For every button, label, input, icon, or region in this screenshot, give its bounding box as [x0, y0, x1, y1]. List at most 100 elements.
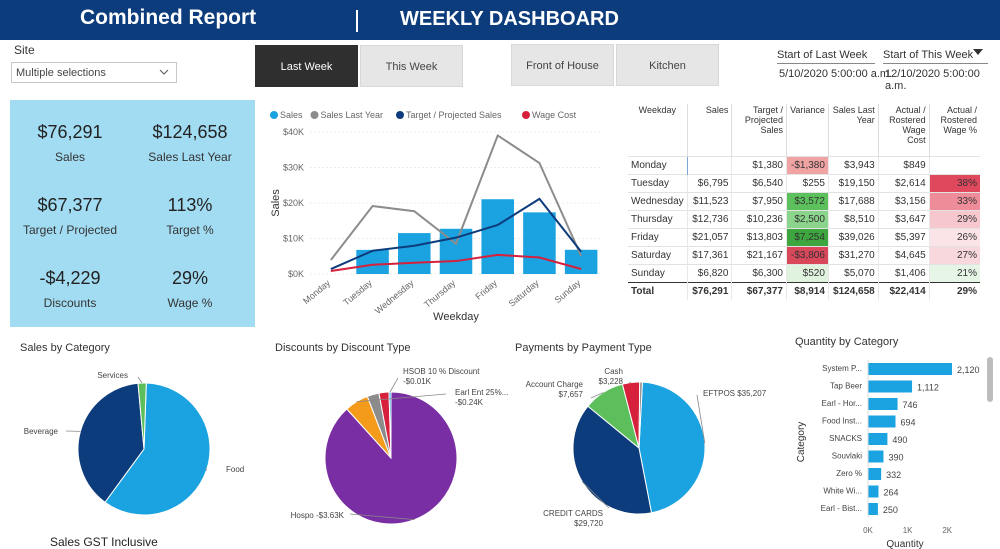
sales-by-category-title: Sales by Category: [20, 342, 110, 354]
quantity-bar[interactable]: [868, 380, 913, 393]
pie-label: $7,657: [559, 390, 584, 399]
start-last-week-value: 5/10/2020 5:00:00 a.m.: [779, 68, 893, 80]
start-this-week-label[interactable]: Start of This Week: [883, 49, 988, 64]
this-week-button[interactable]: This Week: [360, 45, 463, 87]
table-header[interactable]: Actual / Rostered Wage Cost: [877, 104, 930, 156]
quantity-bar[interactable]: [868, 503, 878, 515]
category-label: System P...: [822, 364, 862, 373]
kitchen-button[interactable]: Kitchen: [616, 44, 719, 86]
table-cell-variance: $2,500: [785, 209, 829, 228]
category-label: White Wi...: [823, 487, 862, 496]
caret-down-icon[interactable]: [973, 48, 983, 59]
bar-value-label: 490: [892, 435, 907, 445]
pie-label: HSOB 10 % Discount: [403, 367, 480, 376]
table-header[interactable]: Actual / Rostered Wage %: [928, 104, 980, 156]
pie-label: -$0.01K: [403, 377, 432, 386]
category-label: Tap Beer: [830, 382, 862, 391]
table-cell-last-year: $19,150: [827, 173, 879, 192]
chevron-down-icon: [158, 66, 170, 81]
table-cell-day: Thursday: [628, 209, 688, 228]
y-tick-label: $0K: [288, 269, 304, 279]
last-week-button[interactable]: Last Week: [255, 45, 358, 87]
table-cell-wage-pct: 21%: [928, 263, 980, 282]
bar-value-label: 746: [903, 400, 918, 410]
sales-bar[interactable]: [398, 233, 431, 274]
table-row[interactable]: Sunday $6,820 $6,300 $520 $5,070 $1,406 21%: [628, 263, 980, 282]
kpi-target-pct-label: Target %: [166, 223, 214, 237]
scrollbar-thumb[interactable]: [987, 357, 993, 402]
quantity-bar[interactable]: [868, 415, 896, 428]
kpi-sales-last-year-value: $124,658: [152, 122, 228, 142]
pie-slice[interactable]: [77, 382, 145, 503]
table-cell-wage-pct: 33%: [928, 191, 980, 210]
table-row[interactable]: Friday $21,057 $13,803 $7,254 $39,026 $5,397 2…: [628, 227, 980, 246]
pie-leader-line: [696, 394, 706, 444]
pie-slice[interactable]: [638, 381, 706, 514]
kpi-sales-label: Sales: [54, 150, 86, 164]
sales-bar[interactable]: [523, 212, 556, 274]
y-tick-label: $30K: [283, 163, 304, 173]
table-header[interactable]: Weekday: [638, 105, 676, 115]
sales-gst-title: Sales GST Inclusive: [50, 535, 158, 549]
site-dropdown[interactable]: Multiple selections: [11, 62, 177, 83]
front-of-house-button[interactable]: Front of House: [511, 44, 614, 86]
page-header: Combined Report WEEKLY DASHBOARD: [0, 0, 1000, 40]
table-cell-variance: $7,254: [785, 227, 829, 246]
kpi-target-value: $67,377: [37, 195, 103, 215]
sales-by-category-pie[interactable]: Food Beverage Services: [10, 358, 260, 528]
x-axis-title: Weekday: [433, 311, 479, 323]
bar-value-label: 250: [883, 505, 898, 515]
legend-item[interactable]: Sales Last Year: [321, 110, 384, 120]
sales-bar[interactable]: [356, 249, 389, 274]
table-row[interactable]: Thursday $12,736 $10,236 $2,500 $8,510 $3,647…: [628, 209, 980, 228]
dashboard-title: WEEKLY DASHBOARD: [400, 8, 619, 30]
total-cell-wage-cost: $22,414: [877, 281, 930, 300]
kpi-wage-pct-value: 29%: [171, 268, 209, 288]
pie-slice[interactable]: [638, 381, 643, 449]
table-cell-wage-pct: 38%: [928, 173, 980, 192]
header-divider: [356, 10, 358, 32]
table-row[interactable]: Wednesday $11,523 $7,950 $3,572 $17,688 $3,15…: [628, 191, 980, 210]
table-cell-day: Tuesday: [628, 173, 688, 192]
table-header[interactable]: Target / Projected Sales: [731, 104, 787, 156]
quantity-bar[interactable]: [868, 363, 952, 375]
series-line[interactable]: [330, 253, 582, 272]
table-row[interactable]: Monday $1,380 -$1,380 $3,943 $849: [628, 155, 980, 174]
sales-bar[interactable]: [564, 249, 598, 274]
y-tick-label: $20K: [283, 198, 304, 208]
total-cell-wage-pct: 29%: [928, 281, 980, 300]
x-tick-label: Friday: [473, 278, 499, 302]
discounts-title: Discounts by Discount Type: [275, 342, 411, 354]
table-row[interactable]: Tuesday $6,795 $6,540 $255 $19,150 $2,614 38%: [628, 173, 980, 192]
table-header[interactable]: Variance: [785, 104, 829, 156]
legend-item[interactable]: Wage Cost: [532, 110, 577, 120]
legend-marker: [396, 111, 404, 119]
table-header[interactable]: Sales: [686, 104, 732, 156]
series-line[interactable]: [330, 133, 583, 261]
pie-slice[interactable]: [388, 391, 392, 459]
quantity-bar[interactable]: [868, 433, 888, 445]
quantity-bar[interactable]: [868, 398, 898, 410]
table-header[interactable]: Sales Last Year: [827, 104, 879, 156]
legend-item[interactable]: Sales: [280, 110, 303, 120]
weekly-sales-chart[interactable]: Sales Sales Last Year Target / Projected S…: [262, 104, 612, 326]
quantity-bar[interactable]: [868, 450, 884, 463]
quantity-bar[interactable]: [868, 485, 879, 498]
category-label: Food Inst...: [822, 417, 862, 426]
quantity-bar[interactable]: [868, 468, 882, 480]
table-cell-sales: $11,523: [686, 191, 732, 210]
table-cell-wage-cost: $4,645: [877, 245, 930, 264]
x-tick-label: 0K: [863, 526, 873, 535]
total-cell-variance: $8,914: [785, 281, 829, 300]
legend-item[interactable]: Target / Projected Sales: [406, 110, 502, 120]
table-cell-wage-cost: $2,614: [877, 173, 930, 192]
table-cell-day: Wednesday: [628, 191, 688, 210]
series-line[interactable]: [330, 197, 582, 271]
payments-pie[interactable]: EFTPOS $35,207 CREDIT CARDS$29,720 Account…: [515, 358, 770, 528]
discounts-pie[interactable]: HSOB 10 % Discount-$0.01K Earl Ent 25%...…: [270, 358, 515, 528]
x-tick-label: Tuesday: [341, 278, 374, 308]
category-label: Earl - Hor...: [822, 399, 862, 408]
table-row[interactable]: Saturday $17,361 $21,167 -$3,806 $31,270 $4,6…: [628, 245, 980, 264]
quantity-by-category-chart[interactable]: System P... 2,120 Tap Beer 1,112 Earl - Hor.…: [790, 352, 990, 549]
sales-bar[interactable]: [481, 199, 514, 274]
